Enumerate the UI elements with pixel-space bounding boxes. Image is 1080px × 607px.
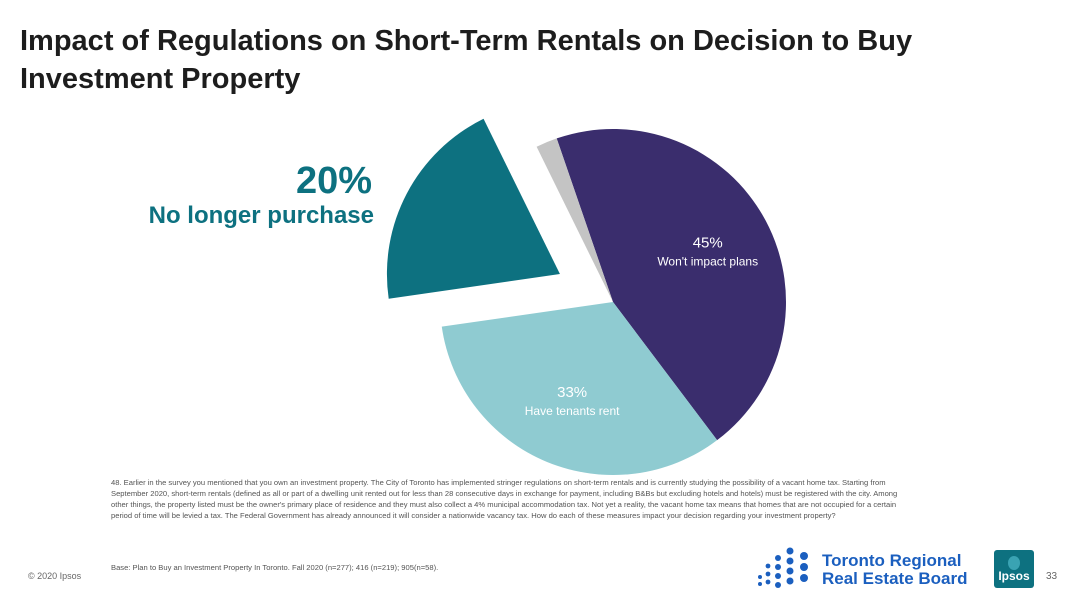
slice-category-label-0: Won't impact plans [657, 255, 758, 269]
ipsos-logo-text: Ipsos [998, 569, 1030, 583]
slice-category-label-1: Have tenants rent [525, 404, 620, 418]
slice-value-label-0: 45% [693, 235, 723, 252]
slice-value-label-1: 33% [557, 384, 587, 401]
copyright: © 2020 Ipsos [28, 571, 82, 581]
pie-slice-1 [441, 302, 718, 475]
survey-question-text: 48. Earlier in the survey you mentioned … [111, 478, 898, 520]
callout-value: 20% [295, 160, 372, 202]
page-title: Impact of Regulations on Short-Term Rent… [20, 25, 913, 95]
page-number: 33 [1046, 571, 1058, 582]
callout-category: No longer purchase [148, 202, 374, 229]
base-note: Base: Plan to Buy an Investment Property… [111, 563, 439, 572]
ipsos-logo-icon [1008, 556, 1020, 570]
pie-slice-2 [386, 118, 560, 299]
trreb-logo-icon [758, 547, 808, 588]
pie-slice-3 [536, 138, 613, 302]
trreb-logo-text: Toronto Regional Real Estate Board [822, 551, 968, 588]
ipsos-logo: Ipsos [994, 550, 1034, 588]
pie-slice-0 [556, 128, 786, 441]
